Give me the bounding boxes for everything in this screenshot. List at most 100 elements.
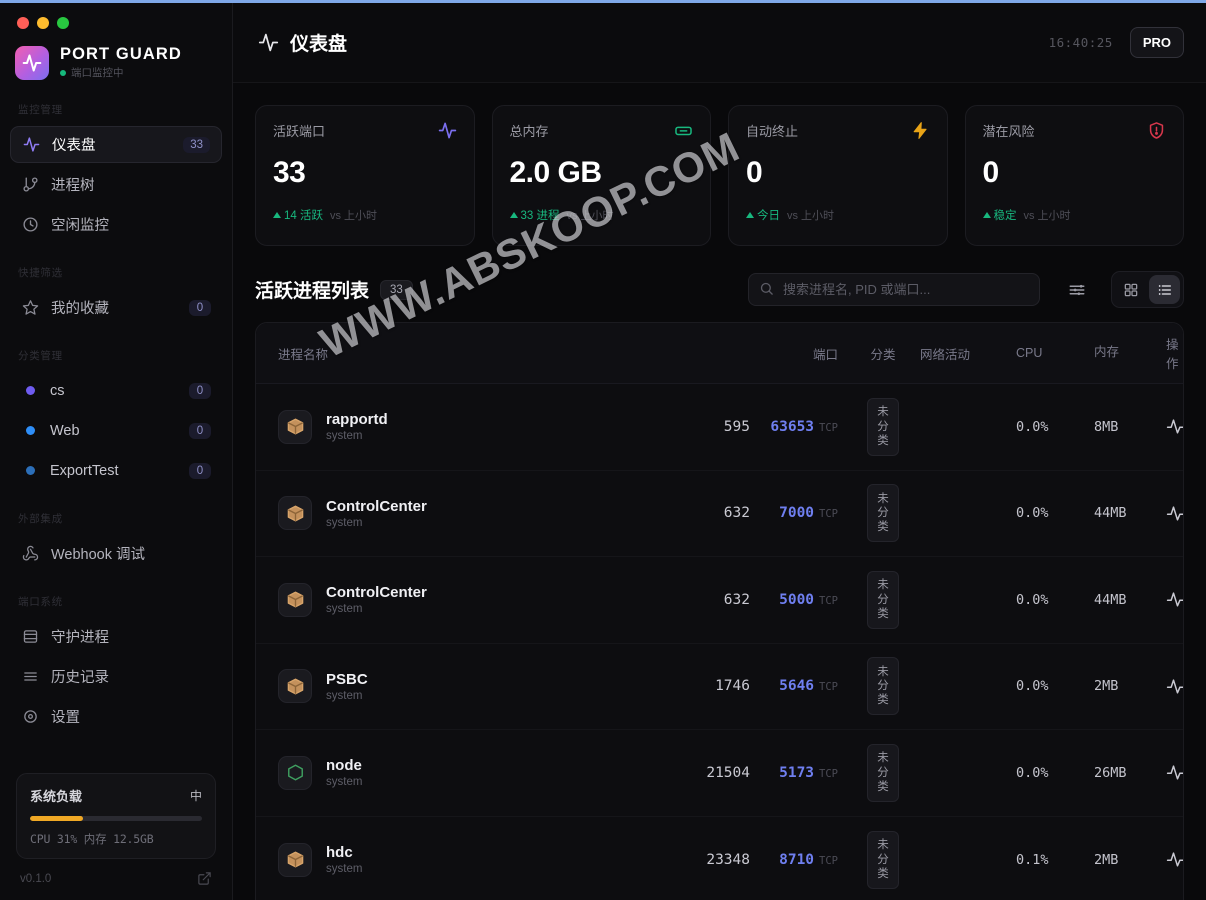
process-cell: hdc system xyxy=(278,842,678,877)
view-tools xyxy=(1060,271,1184,308)
clock-icon xyxy=(21,216,39,234)
content: 活跃端口 33 14 活跃 vs 上小时 xyxy=(233,83,1206,900)
process-name: rapportd xyxy=(326,411,388,429)
column-header-port[interactable]: 端口 xyxy=(812,347,838,362)
process-protocol: TCP xyxy=(819,681,838,694)
close-window-button[interactable] xyxy=(17,17,29,29)
category-chip[interactable]: 未分类 xyxy=(867,484,899,543)
external-link-icon[interactable] xyxy=(197,871,212,886)
category-chip[interactable]: 未分类 xyxy=(867,830,899,889)
system-load-card: 系统负载 中 CPU 31% 内存 12.5GB xyxy=(16,773,216,859)
zoom-window-button[interactable] xyxy=(57,17,69,29)
column-header-cpu[interactable]: CPU xyxy=(1016,346,1043,360)
stat-delta-text: 稳定 xyxy=(993,210,1017,222)
process-port-cell: 8710 TCP xyxy=(750,851,846,869)
brand: PORT GUARD 端口监控中 xyxy=(0,29,232,80)
category-chip[interactable]: 未分类 xyxy=(867,657,899,716)
pro-badge[interactable]: PRO xyxy=(1129,27,1184,58)
table-row[interactable]: hdc system 23348 8710 TCP 未分类 0.1% 2MB xyxy=(256,817,1183,900)
process-actions-cell xyxy=(1166,590,1183,609)
stat-card-auto-kill-vs: vs 上小时 xyxy=(787,210,835,222)
monitor-activity-icon[interactable] xyxy=(1166,417,1183,436)
sidebar-item-daemon[interactable]: 守护进程 xyxy=(10,618,222,655)
table-header-row: 进程名称 端口 分类 网络活动 CPU 内存 操作 xyxy=(256,323,1183,384)
package-icon xyxy=(278,669,312,704)
table-row[interactable]: rapportd system 595 63653 TCP 未分类 0.0% 8M… xyxy=(256,384,1183,471)
sidebar-item-history[interactable]: 历史记录 xyxy=(10,658,222,695)
sidebar-section-monitoring-label: 监控管理 xyxy=(18,104,63,117)
category-chip[interactable]: 未分类 xyxy=(867,570,899,629)
stat-card-risk: 潜在风险 0 稳定 vs 上小时 xyxy=(964,105,1184,246)
process-owner: system xyxy=(326,776,363,789)
system-load-level: 中 xyxy=(189,789,202,803)
stat-card-auto-kill: 自动终止 0 今日 vs 上小时 xyxy=(728,105,948,246)
search-input[interactable] xyxy=(748,273,1040,306)
shield-alert-icon xyxy=(1147,121,1166,140)
sidebar-item-category-web[interactable]: Web 0 xyxy=(10,412,222,449)
grid-view-icon[interactable] xyxy=(1115,275,1146,304)
sidebar-item-category-exporttest-label: ExportTest xyxy=(50,462,119,479)
sidebar-item-webhook-debug[interactable]: Webhook 调试 xyxy=(10,535,222,572)
filter-sliders-icon[interactable] xyxy=(1060,273,1093,306)
list-icon xyxy=(21,668,39,686)
sidebar-item-process-tree[interactable]: 进程树 xyxy=(10,166,222,203)
process-cpu: 0.0% xyxy=(1016,764,1049,781)
process-cell: node system xyxy=(278,755,678,790)
sidebar-item-process-tree-label: 进程树 xyxy=(51,178,95,195)
category-chip[interactable]: 未分类 xyxy=(867,743,899,802)
table-row[interactable]: ControlCenter system 632 5000 TCP 未分类 0.0… xyxy=(256,557,1183,644)
table-row[interactable]: node system 21504 5173 TCP 未分类 0.0% 26MB xyxy=(256,730,1183,817)
sidebar-item-settings[interactable]: 设置 xyxy=(10,698,222,735)
column-header-name[interactable]: 进程名称 xyxy=(278,347,329,362)
process-port: 5000 xyxy=(779,591,815,608)
triangle-up-icon xyxy=(273,212,281,218)
sidebar-item-dashboard[interactable]: 仪表盘 33 xyxy=(10,126,222,164)
column-header-memory[interactable]: 内存 xyxy=(1094,345,1120,360)
category-chip[interactable]: 未分类 xyxy=(867,397,899,456)
sidebar-item-idle-monitor[interactable]: 空闲监控 xyxy=(10,206,222,243)
monitor-activity-icon[interactable] xyxy=(1166,763,1183,782)
process-name: node xyxy=(326,757,362,775)
process-memory: 2MB xyxy=(1094,851,1119,868)
sidebar-item-category-cs-badge: 0 xyxy=(189,382,211,399)
stat-card-auto-kill-delta: 今日 xyxy=(746,207,780,223)
process-cell: rapportd system xyxy=(278,409,678,444)
column-header-actions: 操作 xyxy=(1166,338,1179,371)
process-port-cell: 5646 TCP xyxy=(750,677,846,695)
list-view-icon[interactable] xyxy=(1149,275,1180,304)
package-icon xyxy=(278,842,312,877)
process-cpu: 0.0% xyxy=(1016,591,1049,608)
process-name: ControlCenter xyxy=(326,497,427,515)
process-owner: system xyxy=(326,863,363,876)
monitor-activity-icon[interactable] xyxy=(1166,850,1183,869)
sidebar-item-category-exporttest[interactable]: ExportTest 0 xyxy=(10,452,222,489)
sidebar-item-category-cs[interactable]: cs 0 xyxy=(10,372,222,409)
sidebar-item-category-web-label: Web xyxy=(50,422,80,439)
package-icon xyxy=(278,409,312,444)
triangle-up-icon xyxy=(746,212,754,218)
table-row[interactable]: PSBC system 1746 5646 TCP 未分类 0.0% 2MB xyxy=(256,644,1183,730)
table-row[interactable]: ControlCenter system 632 7000 TCP 未分类 0.0… xyxy=(256,471,1183,557)
process-port: 5646 xyxy=(779,678,815,695)
shield-process-icon xyxy=(21,628,39,646)
package-icon xyxy=(278,582,312,617)
monitor-activity-icon[interactable] xyxy=(1166,504,1183,523)
process-protocol: TCP xyxy=(819,767,838,780)
star-icon xyxy=(21,299,39,317)
column-header-network[interactable]: 网络活动 xyxy=(920,347,971,362)
process-cpu: 0.0% xyxy=(1016,418,1049,435)
sidebar-item-dashboard-label: 仪表盘 xyxy=(52,138,96,155)
sidebar-item-dashboard-badge: 33 xyxy=(183,136,210,153)
system-load-title: 系统负载 xyxy=(30,789,83,804)
sidebar-item-favorites[interactable]: 我的收藏 0 xyxy=(10,289,222,326)
topbar: 仪表盘 16:40:25 PRO xyxy=(233,3,1206,83)
search-icon xyxy=(759,281,774,296)
column-header-category[interactable]: 分类 xyxy=(870,347,896,362)
minimize-window-button[interactable] xyxy=(37,17,49,29)
stat-card-auto-kill-label: 自动终止 xyxy=(746,124,799,139)
monitor-activity-icon[interactable] xyxy=(1166,590,1183,609)
stat-card-risk-vs: vs 上小时 xyxy=(1023,210,1071,222)
stat-card-risk-delta: 稳定 xyxy=(982,207,1017,223)
monitor-activity-icon[interactable] xyxy=(1166,677,1183,696)
sidebar-nav: 监控管理 仪表盘 33 进程树 空闲监控 快捷筛选 xyxy=(0,102,232,773)
